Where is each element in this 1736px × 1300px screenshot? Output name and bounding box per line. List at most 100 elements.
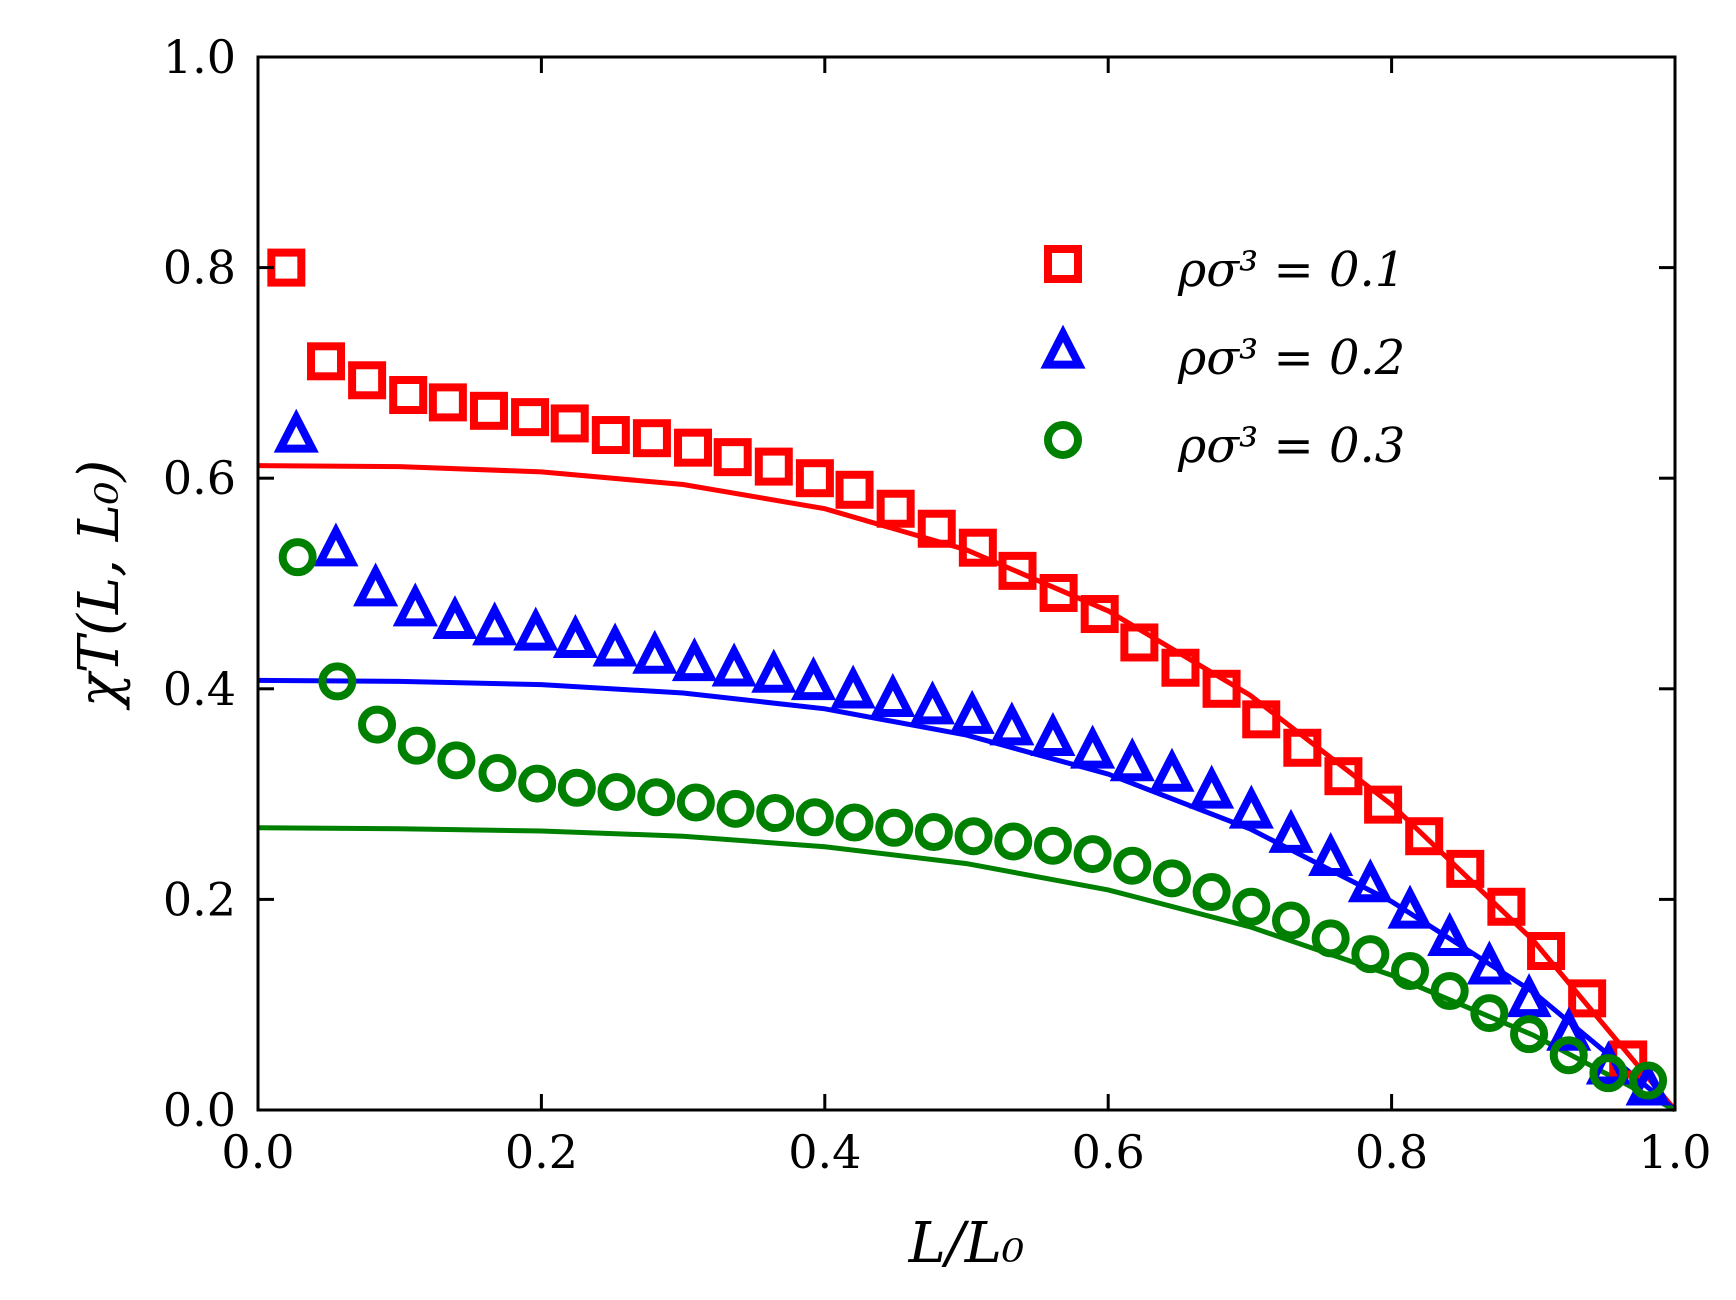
data-point-series-2: [557, 768, 596, 807]
data-point-series-1: [830, 664, 876, 709]
data-point-series-0: [754, 447, 793, 486]
data-point-series-1: [909, 680, 956, 725]
data-point-series-1: [432, 595, 478, 640]
y-tick-label: 0.0: [163, 1083, 236, 1137]
data-point-series-2: [1391, 952, 1430, 991]
data-point-series-0: [1324, 757, 1363, 796]
data-point-series-1: [273, 408, 319, 453]
data-point-series-0: [674, 428, 713, 467]
y-tick-label: 1.0: [163, 30, 236, 84]
data-point-series-1: [513, 606, 559, 651]
x-tick-label: 0.6: [1072, 1125, 1145, 1179]
data-point-series-0: [511, 398, 550, 437]
legend-marker-1: [1040, 324, 1086, 369]
data-point-series-0: [1568, 979, 1607, 1018]
data-point-series-1: [1149, 747, 1195, 792]
data-point-series-1: [1030, 711, 1076, 756]
data-point-series-1: [1189, 764, 1235, 809]
y-tick-label: 0.4: [163, 662, 236, 716]
x-tick-label: 0.2: [505, 1125, 578, 1179]
data-point-series-0: [1364, 785, 1403, 824]
data-point-series-2: [437, 741, 476, 780]
x-tick-label: 0.0: [221, 1125, 294, 1179]
data-point-series-0: [307, 342, 346, 381]
data-point-series-0: [1039, 573, 1078, 612]
data-point-series-2: [1271, 901, 1310, 940]
data-point-series-2: [278, 538, 317, 577]
data-point-series-2: [994, 822, 1033, 861]
data-point-series-2: [1073, 835, 1112, 874]
data-point-series-0: [389, 376, 428, 415]
data-point-series-2: [358, 705, 397, 744]
data-point-series-1: [472, 601, 518, 646]
data-point-series-1: [989, 701, 1035, 746]
data-point-series-2: [875, 808, 914, 847]
x-axis-label: L/L₀: [908, 1211, 1025, 1276]
data-point-series-0: [876, 489, 915, 528]
data-point-series-2: [478, 754, 517, 793]
legend-markers: [1040, 245, 1086, 459]
data-point-series-1: [1506, 973, 1552, 1018]
y-tick-label: 0.2: [163, 872, 236, 926]
data-point-series-1: [1228, 784, 1274, 829]
data-point-series-2: [1152, 859, 1191, 898]
data-point-series-0: [1283, 728, 1322, 767]
data-point-series-0: [1527, 931, 1566, 970]
data-point-series-1: [1546, 1006, 1592, 1051]
data-point-series-2: [795, 798, 834, 837]
data-point-series-0: [958, 528, 997, 567]
axis-ticks: [256, 55, 1677, 1112]
data-point-series-0: [632, 419, 671, 458]
data-point-series-1: [711, 642, 757, 687]
data-point-series-0: [1120, 623, 1159, 662]
data-point-series-2: [1113, 846, 1152, 885]
data-point-series-0: [835, 470, 874, 509]
data-point-series-0: [917, 509, 956, 548]
data-point-series-2: [835, 803, 874, 842]
x-tick-label: 1.0: [1638, 1125, 1711, 1179]
data-point-series-2: [1629, 1061, 1668, 1100]
data-point-series-0: [348, 361, 387, 400]
data-point-series-2: [1430, 972, 1469, 1011]
legend: ρσ³ = 0.1 ρσ³ = 0.2 ρσ³ = 0.3: [1040, 242, 1405, 474]
data-point-series-0: [428, 383, 467, 422]
data-point-series-2: [397, 726, 436, 765]
x-tick-label: 0.4: [788, 1125, 861, 1179]
y-tick-label: 0.8: [163, 241, 236, 295]
data-point-series-2: [1192, 873, 1231, 912]
data-point-series-1: [1070, 724, 1116, 769]
data-point-series-0: [795, 459, 834, 498]
data-point-series-0: [1446, 849, 1485, 888]
data-point-series-1: [671, 637, 717, 682]
data-point-series-1: [632, 629, 678, 674]
data-point-series-2: [1033, 826, 1072, 865]
data-point-series-2: [1549, 1036, 1588, 1075]
data-point-series-0: [550, 404, 589, 443]
data-point-series-1: [870, 673, 916, 717]
legend-label-1: ρσ³ = 0.2: [1177, 330, 1405, 386]
data-point-series-1: [313, 522, 359, 567]
y-tick-label: 0.6: [163, 451, 236, 505]
data-point-series-1: [1466, 940, 1512, 985]
data-point-series-2: [1311, 919, 1350, 958]
y-axis-label: χT(L, L₀): [67, 460, 132, 711]
plot-frame: [256, 55, 1677, 1112]
data-point-series-1: [1387, 884, 1433, 929]
x-tick-label: 0.8: [1355, 1125, 1428, 1179]
legend-label-0: ρσ³ = 0.1: [1177, 242, 1405, 298]
data-markers: [267, 248, 1671, 1106]
data-point-series-2: [637, 778, 676, 817]
data-point-series-1: [392, 582, 438, 627]
data-point-series-2: [1589, 1054, 1628, 1093]
data-point-series-0: [1487, 887, 1526, 926]
data-point-series-1: [949, 689, 995, 734]
data-point-series-1: [592, 622, 638, 667]
tick-labels: 0.0 0.2 0.4 0.6 0.8 1.0 0.0 0.2 0.4 0.6 0.8 1.0: [163, 30, 1712, 1179]
model-curve-1: [257, 677, 1677, 1112]
legend-marker-0: [1044, 245, 1082, 283]
data-point-series-1: [1308, 832, 1354, 876]
data-point-series-0: [998, 551, 1037, 590]
data-point-series-2: [1510, 1015, 1549, 1054]
data-point-series-0: [1405, 817, 1444, 856]
